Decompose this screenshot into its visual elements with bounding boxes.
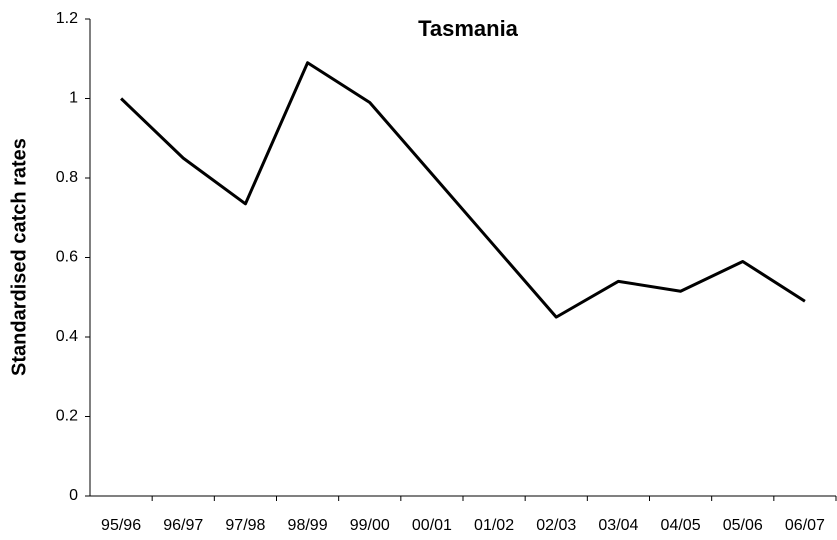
x-tick-label: 03/04 [598,517,638,534]
x-tick-label: 97/98 [225,517,265,534]
x-tick-label: 96/97 [163,517,203,534]
x-tick-label: 05/06 [723,517,763,534]
chart-title: Tasmania [418,16,519,41]
x-tick-label: 98/99 [288,517,328,534]
y-tick-label: 0.2 [56,408,78,425]
x-tick-label: 95/96 [101,517,141,534]
y-axis-label: Standardised catch rates [8,138,30,376]
data-line [120,61,806,319]
y-tick-label: 1.2 [56,10,78,27]
x-tick-label: 00/01 [412,517,452,534]
x-tick-label: 06/07 [785,517,825,534]
y-tick-label: 0.6 [56,249,78,266]
x-tick-label: 99/00 [350,517,390,534]
x-tick-label: 04/05 [661,517,701,534]
y-tick-label: 0.8 [56,169,78,186]
y-tick-label: 0.4 [56,328,78,345]
x-tick-label: 01/02 [474,517,514,534]
y-tick-label: 0 [69,487,78,504]
x-tick-label: 02/03 [536,517,576,534]
y-tick-label: 1 [69,90,78,107]
